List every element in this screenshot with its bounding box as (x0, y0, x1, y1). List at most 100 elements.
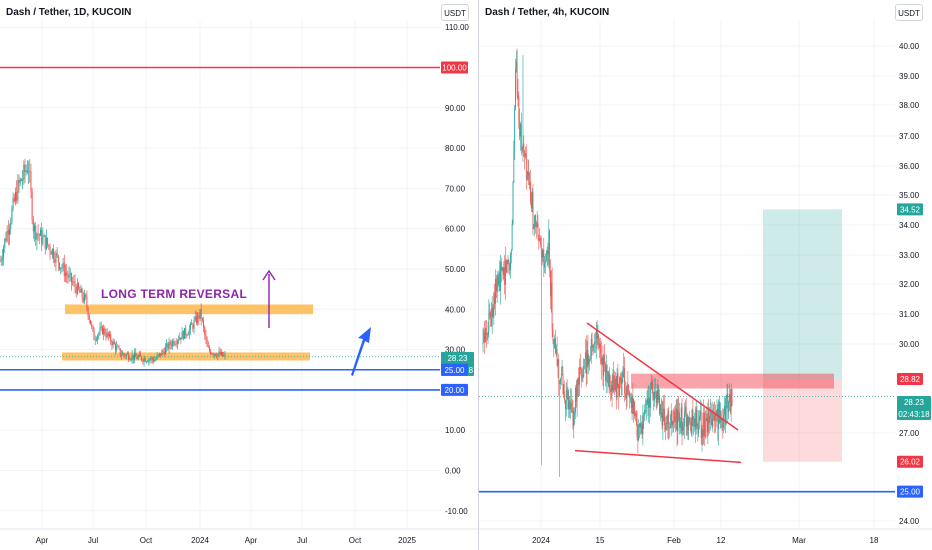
candle-body (490, 312, 491, 318)
candle-body (535, 215, 536, 227)
candle-body (686, 416, 688, 427)
candle-body (529, 182, 531, 186)
candle-body (620, 381, 622, 385)
candle-body (570, 402, 572, 410)
candle-body (557, 359, 559, 366)
candle-body (610, 389, 611, 393)
candle-body (3, 247, 5, 258)
x-tick-label: Jul (88, 536, 98, 545)
candle-body (185, 328, 187, 336)
candle-body (143, 358, 145, 362)
candle-body (187, 334, 189, 336)
candle-body (164, 347, 166, 355)
candle-body (586, 350, 588, 374)
candle-body (672, 422, 674, 425)
candle-body (679, 421, 681, 428)
candle-body (538, 236, 540, 240)
daily-currency-button[interactable]: USDT (441, 4, 469, 21)
chart-pane-4h[interactable]: 40.00 39.00 38.00 37.00 36.00 35.00 34.00 33.00… (479, 0, 932, 550)
y-tick-label: 37.00 (899, 132, 920, 141)
candle-body (704, 420, 706, 437)
take-profit-zone (763, 209, 842, 380)
candle-body (181, 331, 183, 340)
candle-body (555, 349, 557, 354)
candle-body (492, 307, 494, 317)
candle-body (660, 404, 662, 413)
candle-body (703, 412, 705, 436)
candle-body (691, 410, 693, 433)
candle-body (191, 323, 193, 325)
candle-body (515, 61, 517, 70)
candle-body (674, 415, 676, 423)
x-tick-label: 2024 (191, 536, 209, 545)
price-tag-countdown: 02:43:18 (898, 410, 930, 419)
candle-body (180, 337, 182, 340)
candle-body (619, 377, 620, 397)
candle-body (531, 191, 533, 209)
candle-body (189, 323, 191, 330)
tag-100-bg (441, 61, 468, 74)
candle-body (730, 389, 732, 413)
y-tick-label: 24.00 (899, 517, 920, 526)
candle-body (555, 338, 556, 354)
candle-body (505, 259, 506, 285)
candle-body (731, 389, 733, 406)
x-tick-label: 12 (717, 536, 726, 545)
candle-body (714, 414, 715, 421)
candle-body (129, 359, 131, 361)
candle-body (648, 397, 650, 408)
candle-body (540, 238, 541, 244)
candle-body (641, 424, 643, 435)
candle-body (634, 413, 636, 416)
purple-arrow-head (262, 269, 276, 281)
candle-body (482, 341, 484, 344)
candle-body (89, 319, 91, 325)
4h-currency-button[interactable]: USDT (895, 4, 923, 21)
candle-body (655, 391, 657, 403)
candle-body (13, 197, 15, 202)
candle-body (659, 404, 661, 415)
candle-body (118, 346, 120, 349)
candle-body (211, 353, 213, 355)
candle-body (630, 397, 632, 408)
candle-body (567, 392, 569, 409)
candle-body (616, 373, 618, 398)
candle-body (220, 351, 222, 355)
candle-body (550, 282, 552, 297)
candle-body (50, 251, 52, 255)
candle-body (104, 328, 106, 335)
candle-body (512, 182, 514, 225)
candle-body (500, 262, 502, 271)
y-tick-label: 50.00 (445, 265, 466, 274)
candle-body (601, 357, 603, 364)
candle-body (578, 377, 580, 385)
candle-body (525, 153, 526, 157)
daily-chart-svg[interactable]: 110.00 90.00 80.00 70.00 60.00 50.00 40.00 30.0… (0, 0, 478, 550)
candle-body (621, 378, 623, 385)
candle-body (652, 387, 654, 400)
candle-body (124, 354, 126, 357)
candle-body (78, 283, 80, 290)
candle-body (520, 123, 522, 149)
candle-body (667, 410, 669, 424)
candle-body (549, 230, 551, 271)
y-tick-label: 10.00 (445, 426, 466, 435)
pane-divider[interactable] (478, 0, 479, 550)
candle-body (18, 180, 20, 184)
candle-body (7, 230, 9, 235)
candle-body (682, 426, 684, 431)
chart-pane-daily[interactable]: 110.00 90.00 80.00 70.00 60.00 50.00 40.00 30.0… (0, 0, 478, 550)
candle-body (584, 359, 585, 361)
candle-body (53, 248, 55, 260)
4h-chart-svg[interactable]: 40.00 39.00 38.00 37.00 36.00 35.00 34.00 33.00… (479, 0, 932, 550)
candle-body (569, 400, 571, 410)
candle-body (544, 262, 546, 268)
candle-body (174, 343, 176, 345)
candle-body (649, 389, 651, 408)
candle-body (698, 421, 700, 434)
candle-body (554, 338, 556, 348)
candle-body (45, 238, 47, 249)
resistance-zone (65, 304, 313, 315)
candle-body (540, 243, 542, 252)
y-tick-label: 0.00 (445, 467, 461, 476)
